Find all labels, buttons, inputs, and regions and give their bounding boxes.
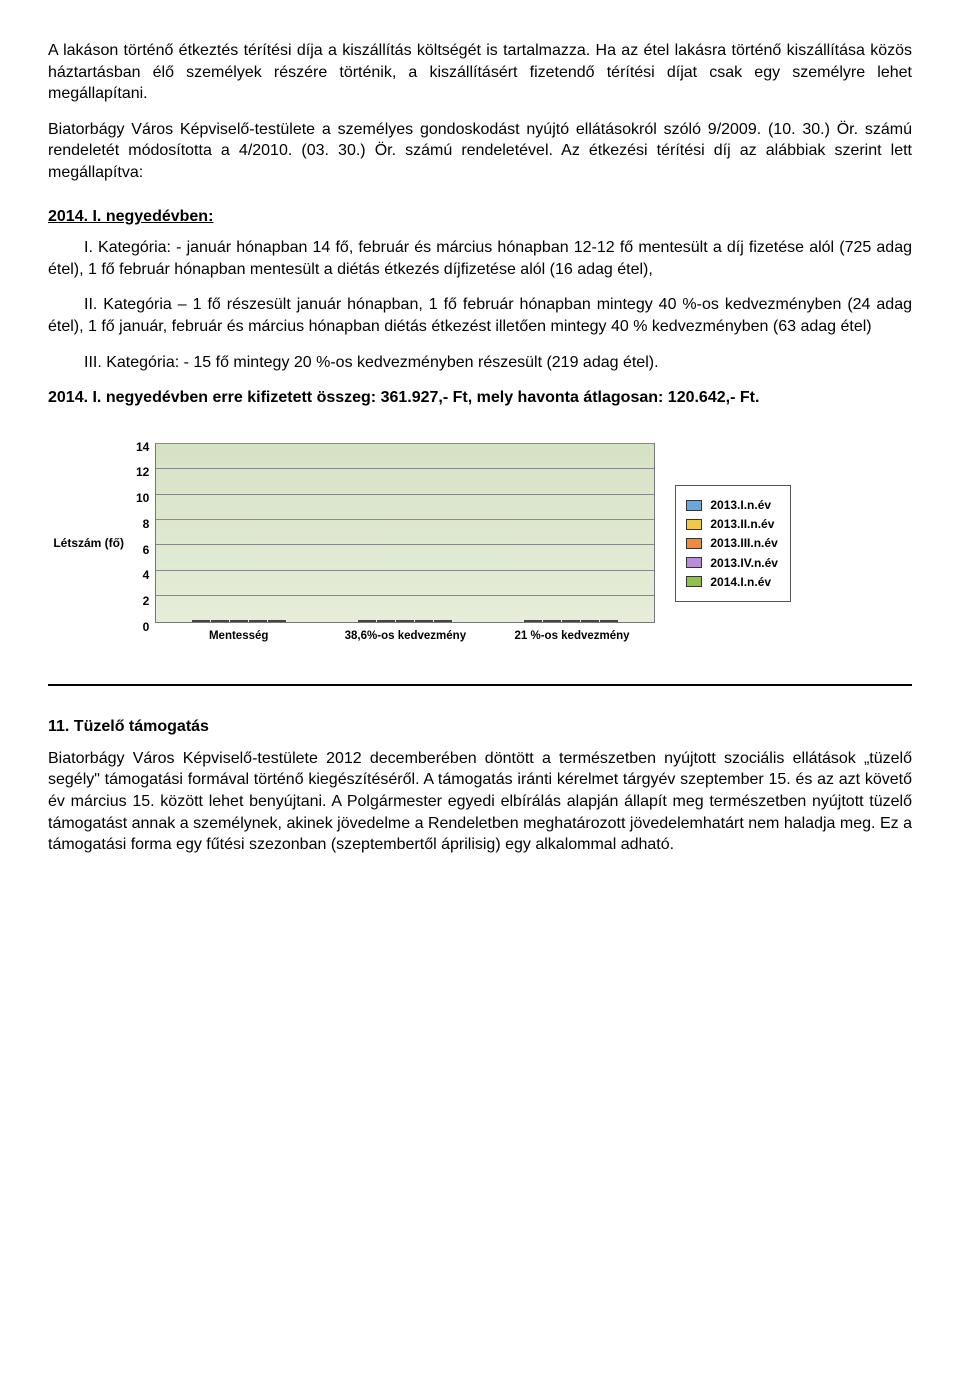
chart-bar: [249, 620, 267, 622]
chart-y-axis-label: Létszám (fő): [48, 535, 128, 551]
chart-legend-swatch: [686, 557, 702, 568]
chart-legend-label: 2013.II.n.év: [710, 516, 774, 532]
chart-x-labels: Mentesség38,6%-os kedvezmény21 %-os kedv…: [155, 629, 655, 645]
chart-gridline: [156, 544, 654, 545]
paragraph-cat3: III. Kategória: - 15 fő mintegy 20 %-os …: [48, 352, 912, 374]
chart-main: 02468101214 Mentesség38,6%-os kedvezmény…: [136, 443, 655, 645]
chart-bar: [415, 620, 433, 622]
chart-legend-label: 2014.I.n.év: [710, 574, 771, 590]
paragraph-cat2: II. Kategória – 1 fő részesült január hó…: [48, 294, 912, 337]
chart-legend-swatch: [686, 538, 702, 549]
chart-bar: [396, 620, 414, 622]
chart-bar: [434, 620, 452, 622]
chart-legend-row: 2013.II.n.év: [686, 516, 778, 532]
chart-gridline: [156, 494, 654, 495]
chart-container: Létszám (fő) 02468101214 Mentesség38,6%-…: [48, 443, 912, 645]
chart-legend-swatch: [686, 500, 702, 511]
chart-bar: [268, 620, 286, 622]
chart-legend: 2013.I.n.év 2013.II.n.év 2013.III.n.év 2013…: [675, 485, 791, 602]
chart-bar: [358, 620, 376, 622]
chart-legend-label: 2013.I.n.év: [710, 497, 771, 513]
chart-bar-group: [156, 620, 322, 622]
chart-legend-label: 2013.IV.n.év: [710, 555, 778, 571]
chart-gridline: [156, 468, 654, 469]
paragraph-section-11: Biatorbágy Város Képviselő-testülete 201…: [48, 748, 912, 856]
chart-x-label: 21 %-os kedvezmény: [489, 629, 656, 645]
chart-legend-row: 2013.IV.n.év: [686, 555, 778, 571]
chart-bar: [562, 620, 580, 622]
chart-bar: [524, 620, 542, 622]
chart-bar-group: [322, 620, 488, 622]
chart-bar: [377, 620, 395, 622]
chart-plot-area: [155, 443, 655, 623]
paragraph-intro-2: Biatorbágy Város Képviselő-testülete a s…: [48, 119, 912, 184]
chart-legend-swatch: [686, 576, 702, 587]
paragraph-cat1: I. Kategória: - január hónapban 14 fő, f…: [48, 237, 912, 280]
chart-gridline: [156, 519, 654, 520]
chart-legend-row: 2013.III.n.év: [686, 535, 778, 551]
chart-bar: [211, 620, 229, 622]
chart-bar: [600, 620, 618, 622]
chart-bar: [192, 620, 210, 622]
chart-x-label: 38,6%-os kedvezmény: [322, 629, 489, 645]
chart-bar-group: [488, 620, 654, 622]
chart-bar: [581, 620, 599, 622]
chart-gridline: [156, 595, 654, 596]
paragraph-summary: 2014. I. negyedévben erre kifizetett öss…: [48, 387, 912, 409]
heading-q1: 2014. I. negyedévben:: [48, 206, 912, 228]
chart-legend-row: 2014.I.n.év: [686, 574, 778, 590]
heading-section-11: 11. Tüzelő támogatás: [48, 716, 912, 738]
chart-bar: [230, 620, 248, 622]
chart-bar: [543, 620, 561, 622]
chart-x-label: Mentesség: [155, 629, 322, 645]
separator: [48, 684, 912, 686]
paragraph-intro-1: A lakáson történő étkeztés térítési díja…: [48, 40, 912, 105]
chart-y-ticks: 02468101214: [136, 447, 155, 627]
chart-legend-swatch: [686, 519, 702, 530]
chart-gridline: [156, 570, 654, 571]
chart-legend-row: 2013.I.n.év: [686, 497, 778, 513]
chart-gridline: [156, 443, 654, 444]
chart-legend-label: 2013.III.n.év: [710, 535, 777, 551]
chart-plot-column: Mentesség38,6%-os kedvezmény21 %-os kedv…: [155, 443, 655, 645]
